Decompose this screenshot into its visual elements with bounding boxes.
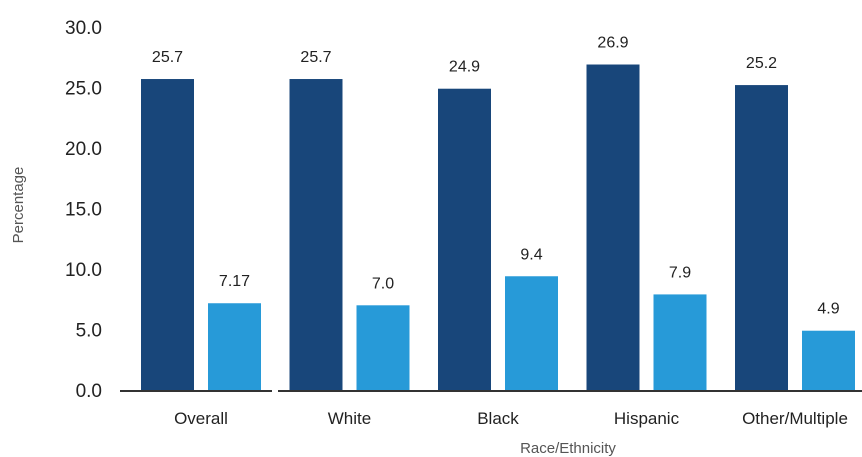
x-category-label: White xyxy=(328,409,371,428)
data-label: 9.4 xyxy=(520,246,542,263)
y-tick-label: 15.0 xyxy=(65,200,102,221)
data-label: 7.9 xyxy=(669,264,691,281)
y-axis-ticks: 0.0 5.0 10.0 15.0 20.0 25.0 30.0 xyxy=(65,18,102,402)
bar-black-series-1 xyxy=(438,88,491,391)
bar-hispanic-series-1 xyxy=(586,64,640,390)
data-label: 7.0 xyxy=(372,275,394,292)
bar-overall-series-2 xyxy=(208,303,261,390)
data-labels: 25.7 7.17 25.7 7.0 24.9 9.4 26.9 7.9 25.2 4.9 xyxy=(152,35,840,318)
y-tick-label: 25.0 xyxy=(65,79,102,100)
x-axis-category-labels: Overall White Black Hispanic Other/Multiple xyxy=(174,409,848,428)
x-category-label: Overall xyxy=(174,409,228,428)
y-tick-label: 0.0 xyxy=(76,381,102,402)
bar-overall-series-1 xyxy=(141,79,194,390)
bar-hispanic-series-2 xyxy=(653,294,707,390)
bar-white-series-1 xyxy=(289,79,343,390)
x-axis-title: Race/Ethnicity xyxy=(520,440,616,457)
bar-other-multiple-series-2 xyxy=(802,330,855,390)
data-label: 4.9 xyxy=(817,301,839,318)
y-tick-label: 10.0 xyxy=(65,260,102,281)
data-label: 25.7 xyxy=(152,49,183,66)
x-category-label: Other/Multiple xyxy=(742,409,848,428)
bar-other-multiple-series-1 xyxy=(735,85,788,390)
y-tick-label: 30.0 xyxy=(65,18,102,39)
x-category-label: Black xyxy=(477,409,519,428)
bar-white-series-2 xyxy=(356,305,410,390)
y-tick-label: 20.0 xyxy=(65,139,102,160)
data-label: 26.9 xyxy=(597,35,628,52)
data-label: 24.9 xyxy=(449,59,480,76)
bar-black-series-2 xyxy=(505,276,558,390)
data-label: 7.17 xyxy=(219,273,250,290)
data-label: 25.2 xyxy=(746,55,777,72)
y-tick-label: 5.0 xyxy=(76,321,102,342)
x-category-label: Hispanic xyxy=(614,409,680,428)
y-axis-title: Percentage xyxy=(10,167,27,244)
data-label: 25.7 xyxy=(300,49,331,66)
bars xyxy=(141,64,855,391)
